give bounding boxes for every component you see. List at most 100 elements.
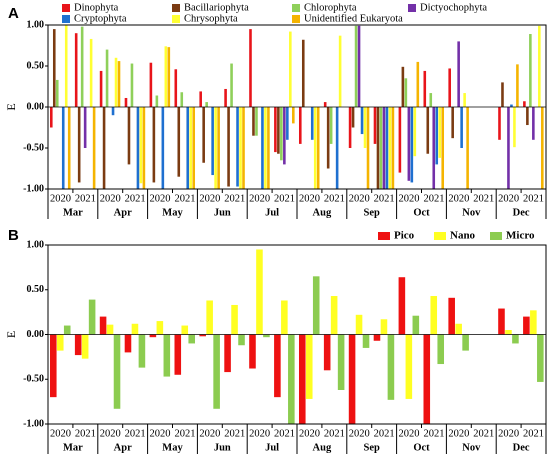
bar xyxy=(163,334,171,377)
bar xyxy=(463,93,466,107)
x-tick-label: 2020 xyxy=(349,193,370,204)
bar xyxy=(448,297,455,335)
x-tick-label: 2020 xyxy=(199,193,220,204)
bar xyxy=(391,107,395,189)
bar xyxy=(205,102,208,107)
bar xyxy=(380,319,388,335)
bar xyxy=(177,107,181,177)
bar xyxy=(310,107,314,140)
bar xyxy=(348,334,356,424)
bar xyxy=(423,334,431,424)
bar xyxy=(56,334,64,351)
bar xyxy=(416,61,420,107)
legend-label: Nano xyxy=(450,230,476,242)
bar xyxy=(214,107,217,189)
bar xyxy=(74,33,78,108)
x-tick-label: 2021 xyxy=(324,428,345,439)
x-tick-label: 2020 xyxy=(498,193,519,204)
bar xyxy=(264,107,267,189)
bar xyxy=(398,107,402,173)
x-tick-label: 2021 xyxy=(274,428,295,439)
legend-label: Chlorophyta xyxy=(304,2,357,13)
bar xyxy=(192,107,196,189)
x-tick-label: 2021 xyxy=(224,428,245,439)
x-tick-label: 2021 xyxy=(473,428,494,439)
legend-label: Dinophyta xyxy=(74,2,119,13)
bar xyxy=(498,107,501,140)
bar xyxy=(405,334,413,399)
bar xyxy=(441,107,445,189)
bar xyxy=(355,314,363,335)
bar xyxy=(74,334,82,356)
x-tick-label: 2020 xyxy=(100,428,121,439)
y-tick-label: 0.00 xyxy=(27,101,45,112)
x-tick-label: 2021 xyxy=(125,428,146,439)
y-tick-label: 0.50 xyxy=(27,60,45,71)
bar xyxy=(462,334,469,351)
legend-swatch xyxy=(292,15,300,23)
bar xyxy=(92,107,96,189)
bar xyxy=(280,107,283,161)
bar xyxy=(451,107,454,139)
bar xyxy=(538,25,541,107)
bar xyxy=(413,107,417,157)
x-tick-label: 2021 xyxy=(125,193,146,204)
x-tick-label: 2021 xyxy=(324,193,345,204)
x-tick-label: 2020 xyxy=(100,193,121,204)
x-tick-label: 2021 xyxy=(174,193,195,204)
bar xyxy=(507,107,510,189)
y-tick-label: -1.00 xyxy=(23,183,44,194)
bar xyxy=(113,334,121,409)
y-tick-label: 1.00 xyxy=(27,19,45,30)
bar xyxy=(167,47,171,107)
bar xyxy=(55,79,59,107)
x-tick-label: 2020 xyxy=(150,193,171,204)
legend-label: Chrysophyta xyxy=(184,13,238,24)
bar xyxy=(335,107,339,189)
bar xyxy=(423,70,427,107)
x-tick-label: 2020 xyxy=(199,428,220,439)
bar xyxy=(249,29,252,108)
x-tick-label: 2021 xyxy=(473,193,494,204)
bar xyxy=(330,296,338,335)
x-tick-label: 2020 xyxy=(399,428,420,439)
month-label: Apr xyxy=(114,442,132,453)
bar xyxy=(430,296,438,335)
bar xyxy=(106,324,114,335)
bar xyxy=(155,95,159,107)
bar xyxy=(448,68,451,107)
bar xyxy=(202,107,205,163)
legend-label: Pico xyxy=(394,230,415,242)
bar xyxy=(412,315,420,335)
bar xyxy=(136,107,140,189)
bar xyxy=(227,107,230,187)
bar xyxy=(530,310,537,335)
legend-label: Micro xyxy=(506,230,535,242)
month-label: May xyxy=(162,207,183,218)
bar xyxy=(523,101,526,107)
bar xyxy=(231,304,238,335)
bar xyxy=(398,277,406,335)
bar xyxy=(292,107,295,124)
bar xyxy=(52,29,56,108)
x-tick-label: 2021 xyxy=(174,428,195,439)
month-label: Mar xyxy=(63,207,83,218)
legend-label: Unidentified Eukaryota xyxy=(304,13,403,24)
bar xyxy=(83,107,87,148)
month-label: Apr xyxy=(114,207,132,218)
bar xyxy=(238,334,245,346)
bar xyxy=(77,107,81,183)
month-label: Oct xyxy=(413,442,430,453)
legend-swatch xyxy=(62,15,70,23)
bar xyxy=(513,107,516,148)
bar xyxy=(455,323,462,335)
bar xyxy=(288,334,295,424)
legend-label: Cryptophyta xyxy=(74,13,127,24)
bar xyxy=(206,300,213,335)
bar xyxy=(242,107,245,189)
bar xyxy=(274,334,281,398)
month-label: Jun xyxy=(214,442,231,453)
bar xyxy=(263,334,270,338)
bar xyxy=(117,61,121,107)
